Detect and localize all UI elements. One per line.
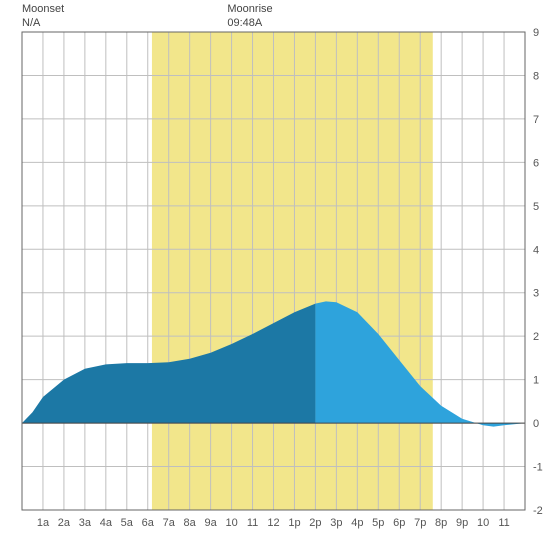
moonset-label: Moonset: [22, 2, 64, 16]
ytick-label: 9: [533, 27, 539, 39]
ytick-label: -2: [533, 505, 543, 517]
xtick-label: 1p: [288, 517, 300, 529]
xtick-label: 11: [247, 517, 258, 529]
xtick-label: 3p: [330, 517, 342, 529]
xtick-label: 5p: [372, 517, 384, 529]
ytick-label: 1: [533, 375, 539, 387]
tide-chart-container: Moonset N/A Moonrise 09:48A -2-101234567…: [0, 0, 550, 550]
xtick-label: 12: [267, 517, 279, 529]
moonset-block: Moonset N/A: [22, 2, 64, 31]
moonrise-label: Moonrise: [227, 2, 272, 16]
moonrise-block: Moonrise 09:48A: [227, 2, 272, 31]
xtick-label: 8a: [184, 517, 197, 529]
xtick-label: 3a: [79, 517, 92, 529]
ytick-label: 5: [533, 201, 539, 213]
xtick-label: 2a: [58, 517, 71, 529]
ytick-label: 0: [533, 418, 539, 430]
xtick-label: 8p: [435, 517, 447, 529]
xtick-label: 1a: [37, 517, 50, 529]
xtick-label: 9p: [456, 517, 468, 529]
xtick-label: 11: [498, 517, 509, 529]
daylight-band: [152, 32, 433, 510]
xtick-label: 4p: [351, 517, 363, 529]
moonrise-value: 09:48A: [227, 16, 272, 30]
xtick-label: 2p: [309, 517, 321, 529]
ytick-label: 4: [533, 244, 539, 256]
xtick-label: 9a: [205, 517, 218, 529]
xtick-label: 10: [477, 517, 489, 529]
ytick-label: 7: [533, 114, 539, 126]
xtick-label: 10: [225, 517, 237, 529]
xtick-label: 6p: [393, 517, 405, 529]
ytick-label: -1: [533, 462, 543, 474]
ytick-label: 3: [533, 288, 539, 300]
xtick-label: 6a: [142, 517, 155, 529]
ytick-label: 8: [533, 70, 539, 82]
xtick-label: 7a: [163, 517, 176, 529]
ytick-label: 6: [533, 157, 539, 169]
xtick-label: 4a: [100, 517, 113, 529]
moonset-value: N/A: [22, 16, 64, 30]
tide-chart: -2-101234567891a2a3a4a5a6a7a8a9a1011121p…: [0, 0, 550, 550]
ytick-label: 2: [533, 331, 539, 343]
xtick-label: 7p: [414, 517, 426, 529]
xtick-label: 5a: [121, 517, 134, 529]
